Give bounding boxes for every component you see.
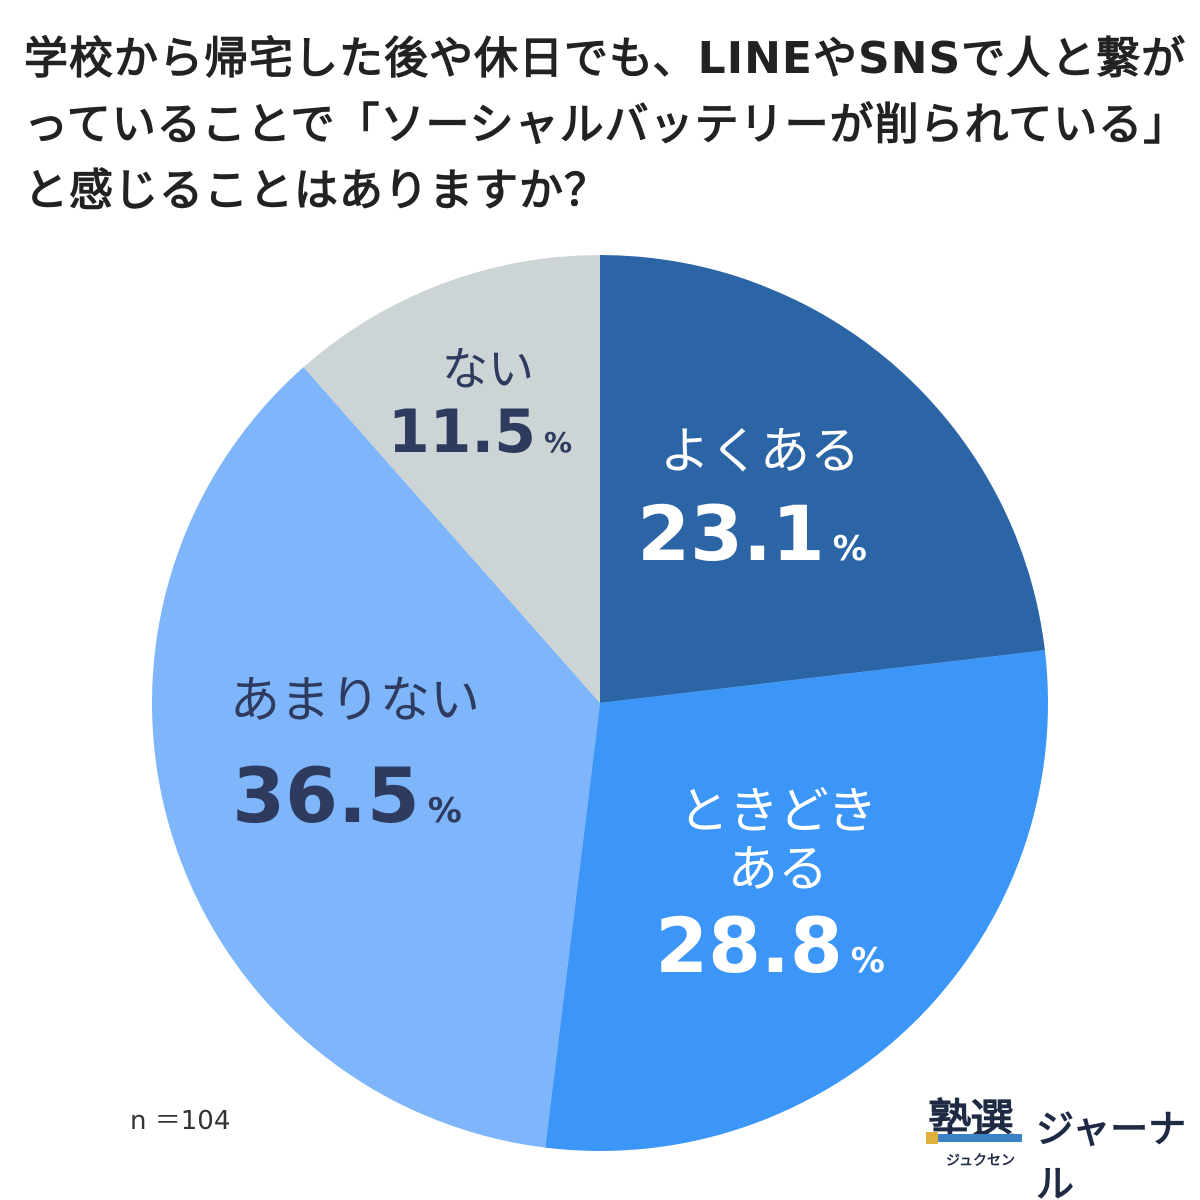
pie-slice-4 (303, 255, 600, 703)
brand-journal: ジャーナル (1036, 1107, 1187, 1200)
slice-label-3: あまりない (230, 671, 480, 729)
slice-label-2-line-2: ある (728, 840, 828, 898)
title-line-3: と感じることはありますか？ (24, 165, 609, 216)
chart-title: 学校から帰宅した後や休日でも、LINEやSNSで人と繋が っていることで「ソーシ… (24, 26, 1189, 224)
brand-logo: 塾選 ジュクセン ジャーナル (926, 1084, 1188, 1200)
slice-label-4: ない (442, 342, 534, 396)
pencil-icon (926, 1132, 938, 1144)
brand-underline (930, 1134, 1022, 1142)
brand-kana: ジュクセン (946, 1153, 1016, 1169)
slice-value-1: 23.1% (637, 489, 867, 578)
slice-value-3: 36.5% (232, 751, 462, 840)
slice-label-2-line-1: ときどき (679, 782, 878, 840)
title-line-2: っていることで「ソーシャルバッテリーが削られている」 (24, 99, 1189, 150)
pie-slices (152, 255, 1049, 1151)
pie-slice-1 (600, 255, 1045, 703)
slice-value-2: 28.8% (655, 901, 885, 990)
slice-value-4: 11.5% (388, 397, 572, 467)
pie-slice-3 (152, 367, 600, 1148)
pie-slice-2 (545, 650, 1049, 1151)
slice-label-1: よくある (660, 422, 860, 480)
sample-size: n ＝104 (130, 1106, 231, 1136)
title-line-1: 学校から帰宅した後や休日でも、LINEやSNSで人と繋が (24, 33, 1187, 84)
